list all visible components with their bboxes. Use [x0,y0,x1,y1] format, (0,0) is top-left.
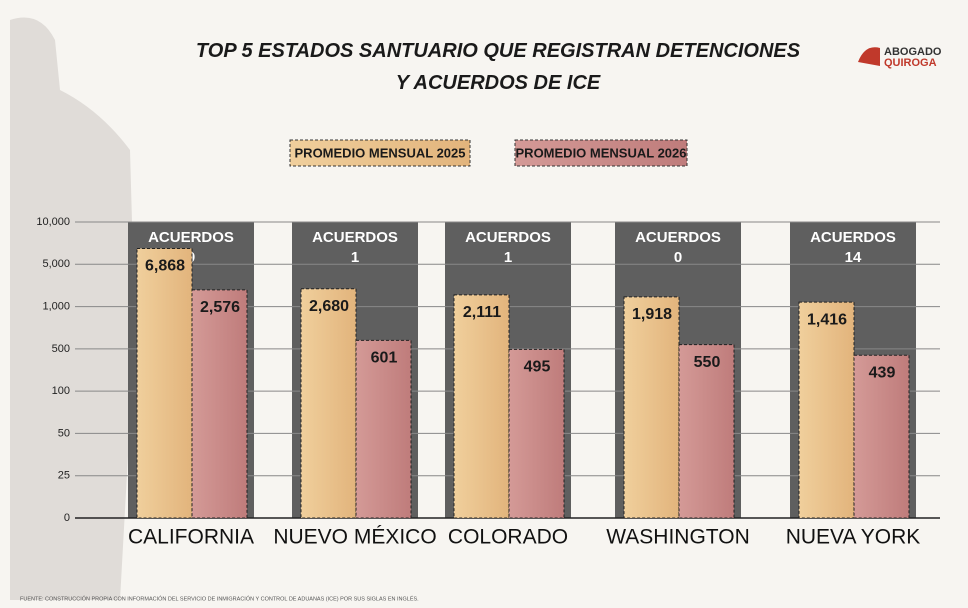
y-tick-label: 1,000 [42,300,70,312]
value-label: 439 [869,365,896,382]
y-tick-label: 50 [58,427,70,439]
agreements-value: 1 [504,249,512,266]
x-tick-label: NUEVO MÉXICO [273,526,436,549]
y-tick-label: 5,000 [42,258,70,270]
bar [137,248,192,518]
value-label: 550 [694,354,721,371]
value-label: 2,680 [309,298,349,315]
bar [624,297,679,518]
bar [454,295,509,518]
agreements-label: ACUERDOS [312,229,398,246]
agreements-label: ACUERDOS [465,229,551,246]
bar [192,290,247,518]
value-label: 1,918 [632,306,672,323]
agreements-value: 0 [674,249,682,266]
agreements-value: 14 [845,249,862,266]
value-label: 1,416 [807,311,847,328]
agreements-label: ACUERDOS [810,229,896,246]
y-tick-label: 0 [64,512,70,524]
value-label: 495 [524,359,551,376]
y-tick-label: 10,000 [36,216,70,228]
x-tick-label: COLORADO [448,526,568,549]
agreements-label: ACUERDOS [148,229,234,246]
bar [799,302,854,518]
value-label: 2,111 [463,304,501,321]
value-label: 601 [371,350,398,367]
y-tick-label: 500 [52,343,70,355]
y-tick-label: 25 [58,470,70,482]
chart: TOP 5 ESTADOS SANTUARIO QUE REGISTRAN DE… [0,0,968,608]
legend-label: PROMEDIO MENSUAL 2025 [295,145,466,160]
brand-line-2: QUIROGA [884,57,937,69]
value-label: 6,868 [145,258,185,275]
value-label: 2,576 [200,299,240,316]
x-tick-label: CALIFORNIA [128,526,254,549]
legend-label: PROMEDIO MENSUAL 2026 [516,145,687,160]
y-tick-label: 100 [52,385,70,397]
x-tick-label: WASHINGTON [606,526,750,549]
source-note: FUENTE: CONSTRUCCIÓN PROPIA CON INFORMAC… [20,595,419,602]
bar [301,289,356,518]
agreements-label: ACUERDOS [635,229,721,246]
agreements-value: 1 [351,249,359,266]
x-tick-label: NUEVA YORK [786,526,921,549]
bar [356,340,411,518]
